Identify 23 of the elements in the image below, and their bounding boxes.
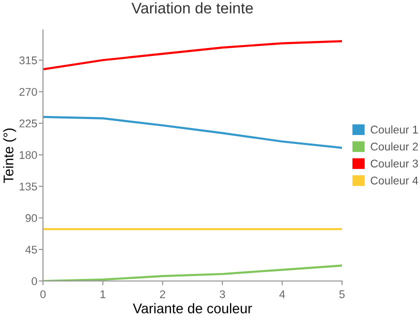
y-tick-label: 225 — [19, 120, 37, 128]
legend-label: Couleur 1 — [370, 125, 418, 134]
y-tick-label: 90 — [26, 214, 38, 222]
x-tick-label: 1 — [100, 290, 106, 298]
line-series — [43, 40, 342, 70]
x-tick-label: 4 — [279, 290, 285, 298]
x-tick-label: 0 — [40, 290, 46, 298]
legend-label: Couleur 3 — [370, 159, 418, 168]
x-tick-label: 2 — [160, 290, 166, 298]
chart-title: Variation de teinte — [132, 2, 253, 14]
x-tick-label: 3 — [220, 290, 225, 298]
x-axis-title: Variante de couleur — [132, 303, 252, 314]
line-series — [43, 116, 342, 149]
y-tick-label: 45 — [25, 246, 37, 254]
y-tick-label: 135 — [20, 182, 37, 190]
y-tick-label: 180 — [20, 151, 38, 159]
y-axis-title: Teinte (°) — [3, 128, 16, 184]
y-tick-label: 270 — [19, 88, 38, 96]
x-tick-label: 5 — [339, 290, 345, 298]
y-tick-label: 0 — [32, 277, 38, 286]
legend-label: Couleur 4 — [370, 176, 418, 184]
legend-label: Couleur 2 — [370, 142, 418, 151]
y-tick-label: 315 — [19, 56, 37, 64]
